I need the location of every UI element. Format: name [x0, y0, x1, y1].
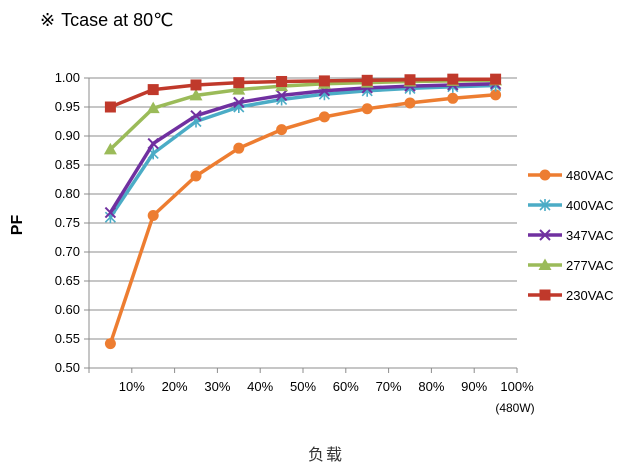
data-point: [233, 142, 245, 154]
legend-item: 400VAC: [528, 198, 613, 213]
data-point: [189, 88, 203, 101]
legend-item: 230VAC: [528, 288, 613, 303]
data-point: [447, 92, 459, 104]
series-line: [108, 82, 496, 214]
data-point: [104, 338, 116, 350]
x-tick-label: 60%: [333, 379, 359, 394]
data-point: [232, 83, 246, 95]
y-tick-label: 0.75: [55, 215, 80, 230]
legend-item: 277VAC: [528, 258, 613, 273]
x-axis-sublabel: (480W): [495, 401, 534, 415]
y-tick-label: 0.70: [55, 244, 80, 259]
data-point: [233, 77, 245, 89]
series-480vac: [104, 89, 502, 350]
data-point: [190, 109, 202, 122]
legend-marker: [539, 229, 551, 241]
tcase-note-text: Tcase at 80℃: [61, 10, 174, 30]
y-tick-label: 0.90: [55, 128, 80, 143]
x-tick-label: 20%: [162, 379, 188, 394]
series-lines: [103, 73, 503, 350]
data-point: [361, 74, 373, 86]
y-tick-label: 0.65: [55, 273, 80, 288]
y-axis-label: PF: [9, 215, 26, 236]
legend-marker: [539, 289, 551, 301]
x-tick-label: 70%: [376, 379, 402, 394]
data-point: [104, 206, 117, 219]
legend-label: 347VAC: [566, 228, 613, 243]
x-tick-label: 80%: [418, 379, 444, 394]
legend-label: 480VAC: [566, 168, 613, 183]
legend-label: 230VAC: [566, 288, 613, 303]
series-line: [108, 93, 496, 345]
series-230vac: [104, 73, 502, 113]
x-tick-label: 30%: [204, 379, 230, 394]
y-tick-label: 0.80: [55, 186, 80, 201]
data-point: [190, 170, 202, 182]
legend-label: 400VAC: [566, 198, 613, 213]
data-point: [276, 124, 288, 136]
y-tick-label: 0.50: [55, 360, 80, 375]
x-tick-labels: 10% 20% 30% 40% 50% 60% 70% 80% 90% 100%: [119, 379, 534, 394]
x-tick-label: 90%: [461, 379, 487, 394]
reference-mark: ※: [40, 10, 56, 30]
y-tick-label: 0.85: [55, 157, 80, 172]
data-point: [190, 79, 202, 91]
data-point: [233, 96, 245, 109]
x-tick-label: 40%: [247, 379, 273, 394]
legend-label: 277VAC: [566, 258, 613, 273]
x-axis-title: 负载: [308, 446, 344, 464]
data-point: [275, 89, 288, 102]
y-tick-labels: 0.50 0.55 0.60 0.65 0.70 0.75 0.80 0.85 0.90 0.95…: [55, 70, 80, 375]
data-point: [404, 74, 416, 86]
data-point: [404, 97, 416, 109]
tcase-note: ※ Tcase at 80℃: [40, 10, 173, 31]
data-point: [104, 101, 116, 113]
data-point: [276, 75, 288, 87]
axes: [84, 77, 518, 373]
x-tick-label: 100%: [500, 379, 534, 394]
series-line: [109, 77, 496, 109]
y-tick-label: 0.60: [55, 302, 80, 317]
data-point: [146, 101, 160, 114]
data-point: [147, 84, 159, 96]
legend-marker: [539, 169, 551, 181]
data-point: [361, 103, 373, 115]
data-point: [103, 142, 117, 155]
y-tick-label: 0.55: [55, 331, 80, 346]
data-point: [147, 209, 159, 221]
y-tick-label: 0.95: [55, 99, 80, 114]
legend-marker: [538, 258, 552, 270]
data-point: [318, 111, 330, 123]
data-point: [147, 137, 159, 150]
legend-marker: [539, 199, 551, 211]
series-line: [109, 78, 496, 151]
data-point: [318, 75, 330, 87]
x-tick-label: 50%: [290, 379, 316, 394]
series-line: [108, 83, 496, 219]
data-point: [490, 89, 502, 101]
y-tick-label: 1.00: [55, 70, 80, 85]
x-tick-label: 10%: [119, 379, 145, 394]
data-point: [447, 73, 459, 85]
legend-item: 480VAC: [528, 168, 613, 183]
legend-item: 347VAC: [528, 228, 613, 243]
legend: 480VAC 400VAC 347VAC 277VAC 230VAC: [528, 168, 613, 303]
data-point: [490, 73, 502, 85]
